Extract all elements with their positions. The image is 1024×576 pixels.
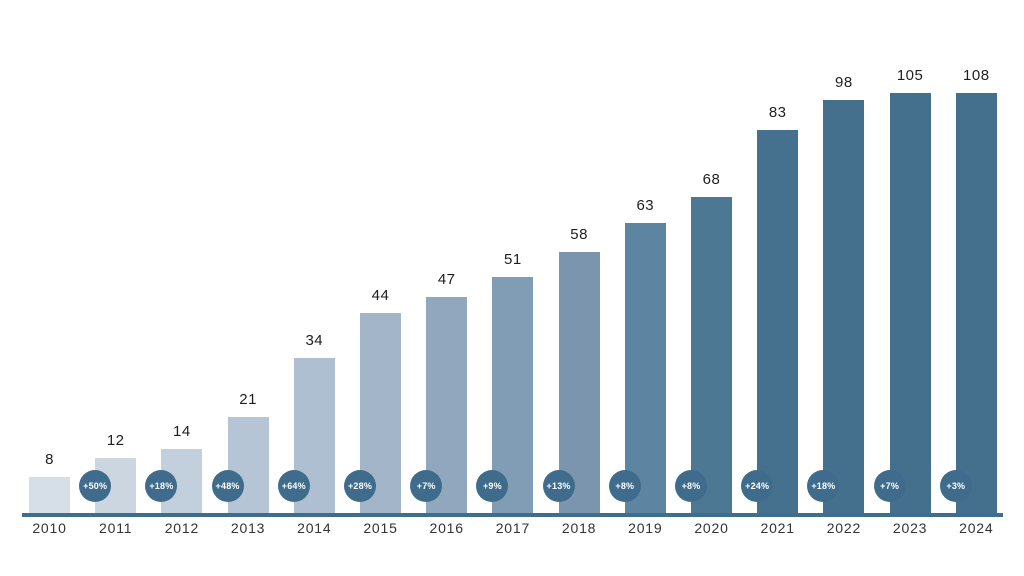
bar-value-label: 21 <box>239 391 257 408</box>
year-label: 2016 <box>429 520 464 536</box>
growth-badge: +7% <box>410 470 443 502</box>
bar-value-label: 105 <box>896 67 924 84</box>
year-label: 2012 <box>164 520 200 536</box>
bar-value-label: 98 <box>835 74 853 91</box>
year-label: 2015 <box>363 520 398 536</box>
bar <box>823 100 865 513</box>
bar-value-label: 44 <box>371 287 390 304</box>
year-label: 2014 <box>297 520 332 536</box>
year-label: 2011 <box>99 520 133 536</box>
year-label: 2023 <box>892 520 928 536</box>
bar-value-label: 8 <box>45 451 54 468</box>
bar-value-label: 51 <box>504 251 522 268</box>
growth-badge: +48% <box>211 470 244 502</box>
growth-badge: +64% <box>277 470 310 502</box>
growth-badge: +28% <box>344 470 376 502</box>
bar <box>624 223 666 513</box>
bar-value-label: 12 <box>106 432 125 449</box>
year-label: 2021 <box>760 520 795 536</box>
growth-badge: +18% <box>145 470 178 502</box>
bar <box>955 93 997 513</box>
bar-value-label: 63 <box>636 197 655 214</box>
growth-badge: +3% <box>939 470 972 502</box>
growth-badge: +9% <box>476 470 509 502</box>
bar <box>691 197 732 513</box>
x-axis-line <box>22 513 1003 517</box>
year-label: 2010 <box>32 520 67 536</box>
bar-value-label: 83 <box>768 104 787 121</box>
growth-badge: +24% <box>741 470 774 502</box>
growth-badge: +18% <box>807 470 840 502</box>
year-label: 2018 <box>561 520 597 536</box>
year-label: 2024 <box>959 520 994 536</box>
year-label: 2013 <box>230 520 266 536</box>
bar <box>29 477 70 513</box>
year-label: 2017 <box>495 520 531 536</box>
growth-badge: +8% <box>675 470 707 502</box>
growth-badge: +13% <box>542 470 575 502</box>
bar-value-label: 47 <box>437 271 456 288</box>
bar-value-label: 34 <box>305 332 324 349</box>
bar <box>889 93 931 513</box>
bar-value-label: 14 <box>173 423 191 440</box>
bar <box>558 252 600 513</box>
growth-badge: +8% <box>608 470 641 502</box>
bar <box>757 130 799 513</box>
year-label: 2019 <box>628 520 663 536</box>
bar-value-label: 108 <box>963 67 990 84</box>
bar-value-label: 68 <box>702 171 721 188</box>
bar-value-label: 58 <box>570 226 588 243</box>
growth-badge: +7% <box>873 470 906 502</box>
year-label: 2022 <box>826 520 862 536</box>
year-label: 2020 <box>694 520 729 536</box>
growth-badge: +50% <box>79 470 112 502</box>
